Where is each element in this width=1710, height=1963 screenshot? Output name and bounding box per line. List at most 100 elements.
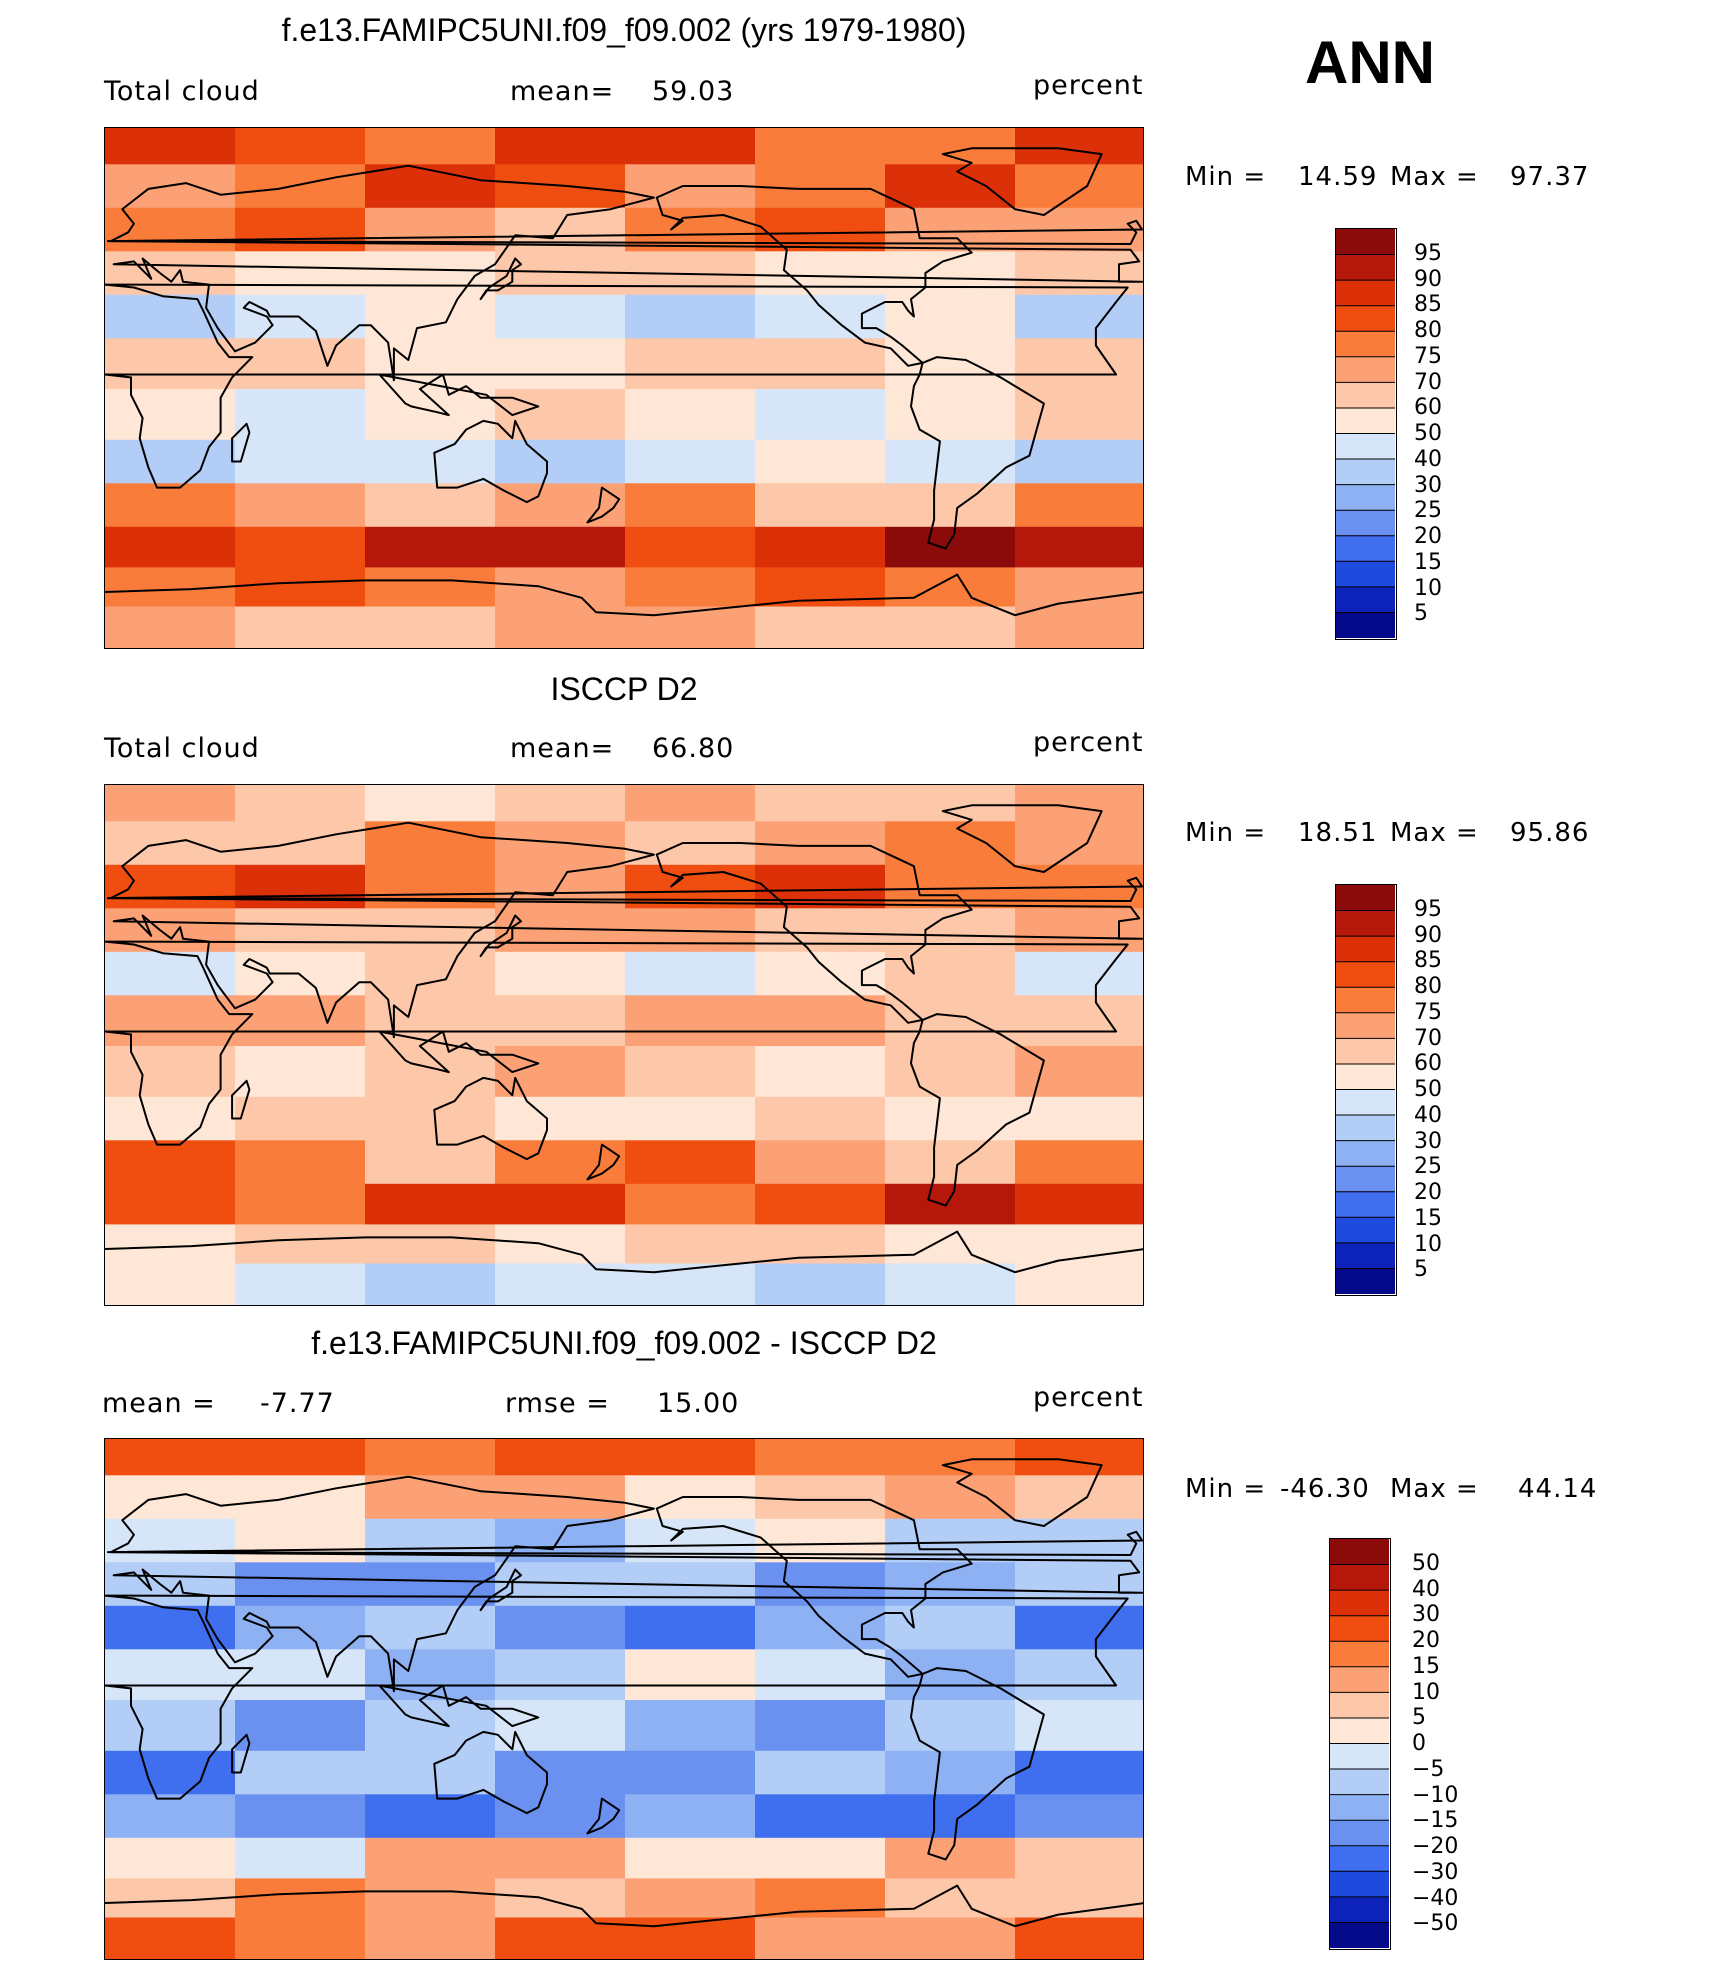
zone-cell — [885, 439, 1016, 484]
panel3-max-value: 44.14 — [1518, 1474, 1598, 1504]
colorbar-tick-label: 85 — [1414, 948, 1442, 974]
zone-cell — [365, 1605, 496, 1650]
colorbar-tick-label: 10 — [1414, 575, 1442, 601]
zone-cell — [755, 785, 886, 822]
coast-australia — [433, 1076, 548, 1161]
zone-cell — [105, 439, 236, 484]
zone-cell — [625, 995, 756, 1047]
colorbar-tick-label: −20 — [1412, 1834, 1459, 1859]
zone-cell — [235, 338, 366, 390]
colorbar-swatch — [1336, 229, 1395, 255]
zone-cell — [755, 483, 886, 528]
zone-cell — [235, 1837, 366, 1879]
zone-cell — [365, 567, 496, 608]
zone-cell — [885, 1649, 1016, 1701]
zone-cell — [755, 606, 886, 648]
colorbar-tick-label: −15 — [1412, 1808, 1459, 1834]
colorbar-tick-label: 5 — [1414, 1257, 1428, 1283]
zone-cell — [365, 1439, 496, 1476]
coast-uk — [106, 1530, 1143, 1556]
zone-cell — [625, 1140, 756, 1185]
colorbar-swatch — [1330, 1564, 1389, 1591]
coast-uk — [106, 876, 1143, 902]
zone-cell — [1015, 338, 1143, 390]
colorbar-tick-label: 90 — [1414, 266, 1442, 292]
zone-cell — [755, 1263, 886, 1305]
colorbar-swatch — [1336, 382, 1395, 409]
coast-north-america — [655, 1496, 973, 1678]
zone-cell — [1015, 294, 1143, 339]
panel2-colorbar — [1335, 884, 1397, 1296]
panel3-mean-label: mean = — [102, 1388, 216, 1419]
panel3-rmse-label: rmse = — [505, 1388, 610, 1419]
colorbar-tick-label: 80 — [1414, 318, 1442, 343]
zone-cell — [495, 567, 626, 608]
zone-cell — [495, 1224, 626, 1265]
panel1-map-svg — [105, 128, 1143, 648]
panel3-map — [104, 1438, 1144, 1960]
colorbar-tick-label: 15 — [1414, 549, 1442, 575]
zone-cell — [365, 207, 496, 252]
zone-cell — [755, 951, 886, 996]
colorbar-tick-label: −5 — [1412, 1756, 1445, 1782]
zone-cell — [755, 294, 886, 339]
zone-cell — [235, 1224, 366, 1265]
coast-antarctica — [105, 573, 1143, 617]
zone-cell — [625, 439, 756, 484]
zone-cell — [755, 1518, 886, 1563]
zone-cell — [755, 338, 886, 390]
colorbar-tick-label: 85 — [1414, 292, 1442, 318]
zone-cell — [365, 128, 496, 165]
zone-cell — [235, 251, 366, 296]
zone-cell — [235, 1046, 366, 1098]
panel2-units: percent — [1033, 727, 1144, 758]
season-label: ANN — [1305, 29, 1435, 96]
coast-japan — [479, 1568, 522, 1612]
zone-cell — [365, 908, 496, 953]
zone-cell — [365, 1140, 496, 1185]
zone-cell — [755, 1439, 886, 1476]
zone-cell — [625, 1439, 756, 1476]
zone-cell — [1015, 1837, 1143, 1879]
zone-cell — [365, 951, 496, 996]
coast-japan — [479, 257, 522, 301]
panel3-title: f.e13.FAMIPC5UNI.f09_f09.002 - ISCCP D2 — [311, 1325, 937, 1361]
colorbar-tick-label: 5 — [1414, 601, 1428, 627]
zone-cell — [885, 128, 1016, 165]
zone-cell — [885, 1439, 1016, 1476]
zone-cell — [495, 1046, 626, 1098]
panel2-mean-label: mean= — [510, 733, 615, 764]
coast-uk — [106, 219, 1143, 245]
zone-cell — [755, 1649, 886, 1701]
zone-cell — [755, 908, 886, 953]
zone-cell — [885, 389, 1016, 441]
zone-cell — [755, 1837, 886, 1879]
zone-cell — [625, 526, 756, 568]
zone-cell — [885, 995, 1016, 1047]
zone-cell — [755, 526, 886, 568]
coast-antarctica — [105, 1230, 1143, 1274]
colorbar-tick-label: 20 — [1414, 1180, 1442, 1205]
zone-cell — [625, 1096, 756, 1141]
zone-cell — [1015, 128, 1143, 165]
colorbar-swatch — [1336, 331, 1395, 358]
colorbar-swatch — [1336, 407, 1395, 434]
zone-cell — [495, 1183, 626, 1225]
zone-cell — [625, 128, 756, 165]
colorbar-swatch — [1336, 1012, 1395, 1039]
colorbar-tick-label: 40 — [1414, 1102, 1442, 1128]
zone-cell — [885, 1224, 1016, 1265]
zone-cell — [235, 526, 366, 568]
zone-cell — [105, 251, 236, 296]
zone-cell — [235, 207, 366, 252]
zone-cell — [1015, 1096, 1143, 1141]
zone-cell — [365, 164, 496, 209]
zone-cell — [105, 1046, 236, 1098]
panel2-max-value: 95.86 — [1510, 818, 1590, 848]
zone-cell — [105, 338, 236, 390]
zone-cell — [495, 338, 626, 390]
zone-cell — [885, 251, 1016, 296]
zone-cell — [885, 1183, 1016, 1225]
zone-cell — [885, 1750, 1016, 1795]
coast-australia — [433, 419, 548, 504]
